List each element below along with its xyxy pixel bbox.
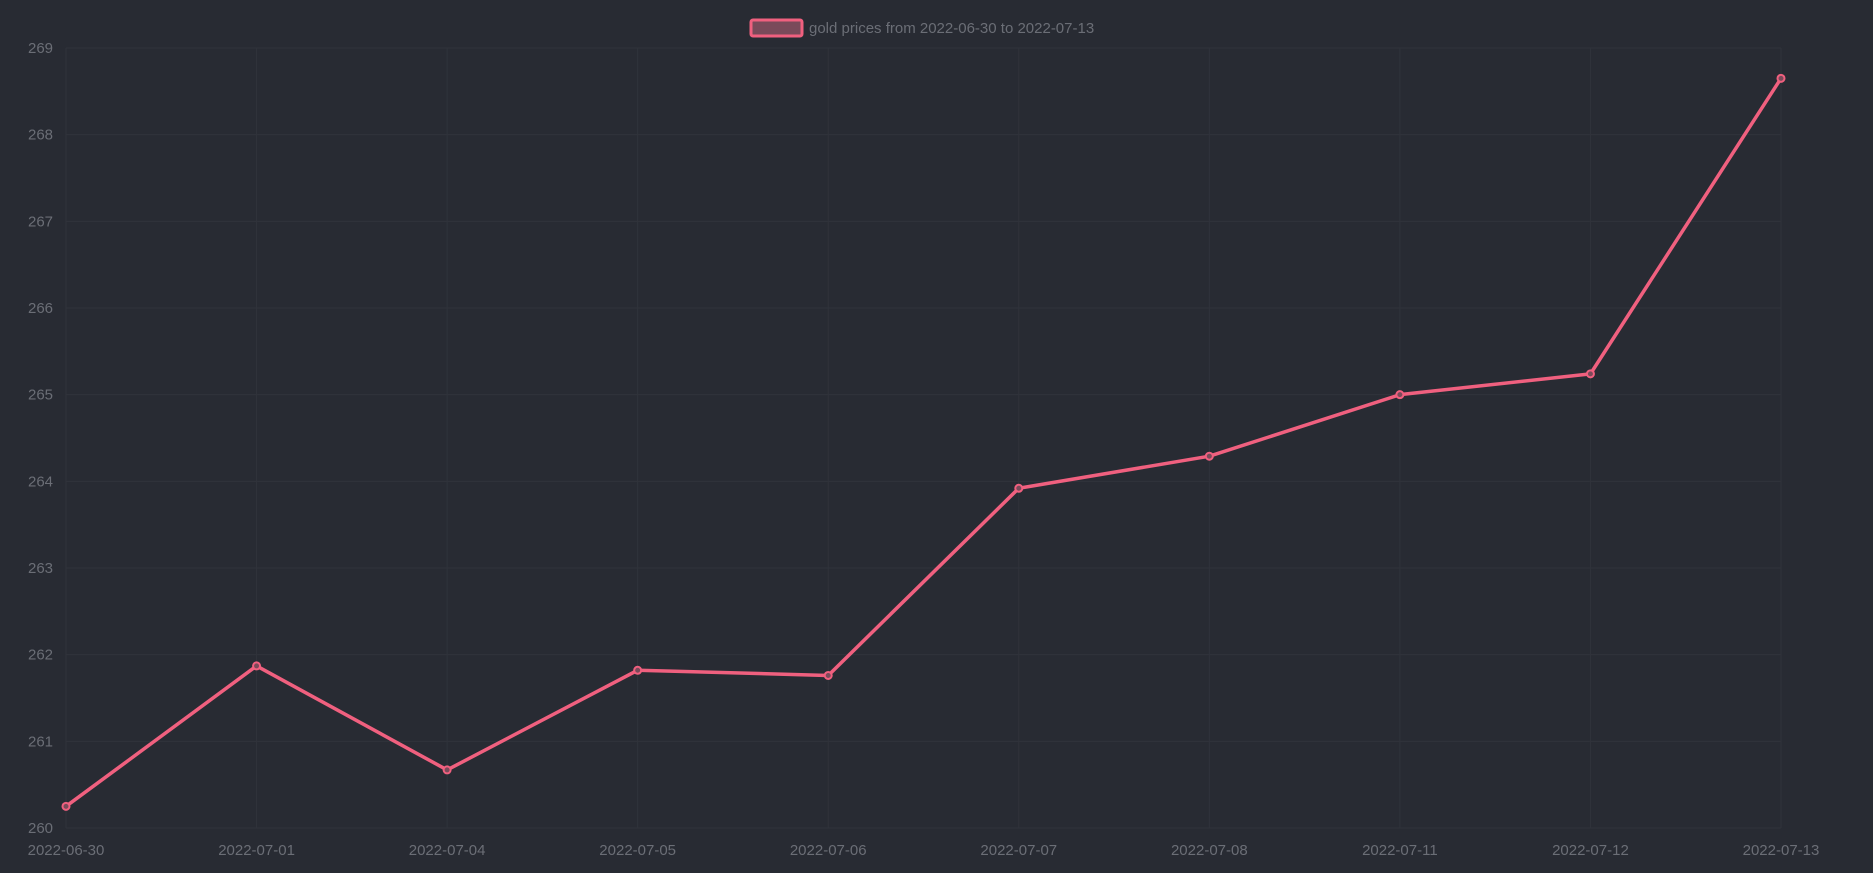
x-tick-label: 2022-07-12 [1552,842,1629,859]
data-point[interactable] [442,765,452,775]
x-axis-ticks: 2022-06-30 2022-07-01 2022-07-04 2022-07-05… [28,842,1820,859]
series-line [64,76,1783,809]
legend-swatch [749,18,804,38]
series-layer [64,76,1783,809]
y-tick-label: 266 [28,300,53,317]
legend[interactable]: gold prices from 2022-06-30 to 2022-07-1… [749,18,1094,38]
data-point[interactable] [823,670,833,680]
point-layer [61,73,1786,811]
y-tick-label: 260 [28,820,53,837]
y-tick-label: 262 [28,647,53,664]
x-tick-label: 2022-07-08 [1171,842,1248,859]
data-point[interactable] [61,801,71,811]
x-tick-label: 2022-06-30 [28,842,105,859]
data-point[interactable] [1014,483,1024,493]
data-point[interactable] [252,661,262,671]
x-tick-label: 2022-07-04 [409,842,486,859]
y-tick-label: 263 [28,560,53,577]
data-point[interactable] [1204,451,1214,461]
data-point[interactable] [1585,369,1595,379]
y-tick-label: 269 [28,40,53,57]
y-tick-label: 264 [28,473,53,490]
x-tick-label: 2022-07-01 [218,842,295,859]
legend-label: gold prices from 2022-06-30 to 2022-07-1… [809,20,1094,37]
data-point[interactable] [633,665,643,675]
data-point[interactable] [1776,73,1786,83]
y-axis-ticks: 269 268 267 266 265 264 263 262 261 260 [28,40,53,837]
x-tick-label: 2022-07-07 [980,842,1057,859]
x-tick-label: 2022-07-11 [1362,842,1438,859]
x-tick-label: 2022-07-05 [599,842,676,859]
x-tick-label: 2022-07-06 [790,842,867,859]
y-tick-label: 265 [28,387,53,404]
y-tick-label: 261 [28,733,53,750]
data-point[interactable] [1395,390,1405,400]
grid [65,47,1782,829]
y-tick-label: 267 [28,213,53,230]
x-tick-label: 2022-07-13 [1743,842,1820,859]
y-tick-label: 268 [28,127,53,144]
